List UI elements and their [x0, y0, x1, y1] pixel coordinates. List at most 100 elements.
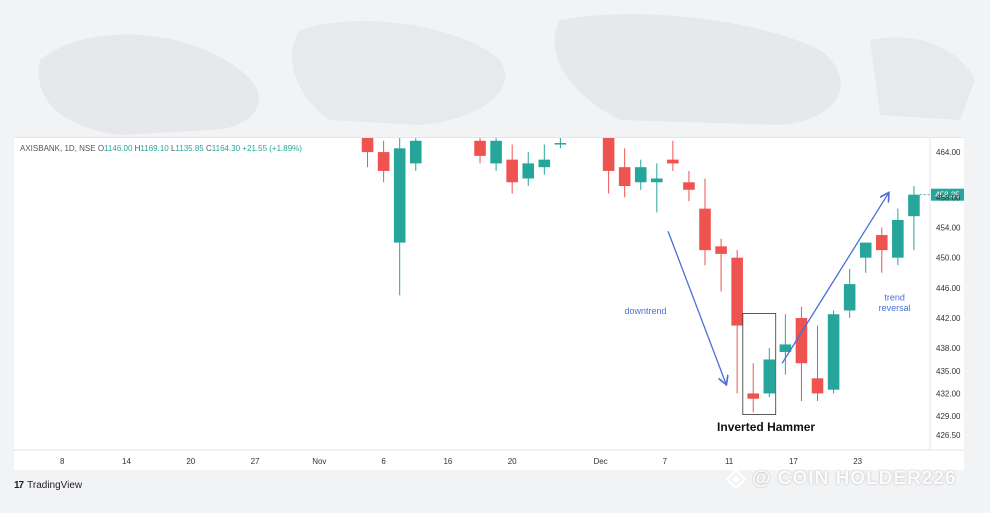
high-value: 1169.10: [140, 144, 169, 153]
last-price-label: 458.35: [935, 191, 960, 200]
tradingview-logo[interactable]: 17 TradingView: [14, 480, 82, 491]
candle-body: [490, 140, 502, 164]
down-candle: [361, 137, 374, 168]
x-tick-label: 23: [853, 457, 862, 466]
down-candle: [731, 250, 743, 394]
change-value: +21.55 (+1.89%): [242, 144, 302, 153]
up-candle: [763, 348, 776, 398]
candle-body: [843, 284, 856, 311]
down-candle: [683, 170, 695, 202]
down-candle: [715, 238, 727, 292]
ticker-symbol: AXISBANK, 1D, NSE: [20, 144, 96, 153]
up-candle: [843, 268, 856, 319]
candle-body: [409, 140, 422, 164]
ticker-legend: AXISBANK, 1D, NSE O1146.00 H1169.10 L113…: [20, 144, 302, 153]
x-tick-label: 8: [60, 457, 65, 466]
x-tick-label: 14: [122, 457, 131, 466]
up-candle: [409, 137, 422, 171]
watermark: @ COIN HOLDER226: [726, 468, 957, 490]
down-candle: [602, 137, 615, 194]
x-tick-label: 20: [508, 457, 517, 466]
candle-body: [747, 393, 760, 399]
up-candle: [490, 137, 502, 171]
up-candle: [538, 144, 551, 175]
high-label: H: [134, 144, 141, 153]
watermark-text: @ COIN HOLDER226: [752, 468, 957, 489]
chart-top-border: [14, 137, 964, 138]
y-tick-label: 450.00: [936, 254, 961, 263]
up-candle: [554, 137, 567, 149]
up-candle: [827, 310, 840, 394]
down-candle: [377, 140, 390, 183]
candle-body: [393, 148, 406, 243]
last-price-tag: [931, 188, 964, 201]
candle-body: [876, 235, 888, 251]
inverted-hammer-box: [742, 313, 777, 415]
downtrend-label: downtrend: [625, 306, 667, 316]
candle-body: [634, 167, 647, 183]
y-tick-label: 438.00: [936, 344, 961, 353]
up-candle: [634, 159, 647, 190]
candle-body: [908, 194, 920, 217]
tradingview-icon: 17: [14, 480, 24, 491]
up-candle: [892, 208, 904, 266]
up-candle: [522, 152, 535, 187]
candle-body: [602, 137, 615, 171]
down-candle: [474, 137, 486, 164]
up-candle: [908, 186, 920, 251]
x-tick-label: 16: [443, 457, 452, 466]
candle-body: [522, 163, 535, 179]
low-label: L: [170, 144, 176, 153]
candle-body: [377, 152, 390, 171]
y-tick-label: 435.00: [936, 367, 961, 376]
candle-body: [618, 167, 631, 187]
downtrend-arrow: [667, 231, 726, 383]
y-tick-label: 446.00: [936, 284, 961, 293]
candle-body: [538, 159, 551, 168]
y-tick-label: 442.00: [936, 314, 961, 323]
candle-body: [699, 208, 711, 251]
x-tick-label: 20: [186, 457, 195, 466]
down-candle: [811, 325, 824, 401]
candle-body: [474, 140, 486, 156]
x-tick-label: 6: [381, 457, 386, 466]
candle-body: [731, 257, 743, 326]
candle-body: [892, 219, 904, 258]
candle-body: [779, 344, 792, 352]
candle-body: [506, 159, 518, 183]
candle-body: [667, 159, 679, 164]
candle-body: [683, 182, 695, 190]
y-tick-label: 454.00: [936, 224, 961, 233]
down-candle: [747, 363, 760, 413]
trend-reversal-arrow: [781, 194, 888, 364]
open-value: 1146.00: [104, 144, 133, 153]
trend-reversal-label-line1: trend: [884, 293, 905, 303]
open-label: O: [97, 144, 105, 153]
candle-body: [651, 178, 663, 183]
y-tick-label: 432.00: [936, 389, 961, 398]
x-tick-label: 11: [725, 457, 734, 466]
down-candle: [667, 140, 679, 171]
down-candle: [618, 148, 631, 198]
tradingview-brand: TradingView: [27, 480, 83, 491]
up-candle: [779, 314, 792, 375]
down-candle: [876, 227, 888, 273]
x-tick-label: 7: [663, 457, 668, 466]
x-tick-label: Dec: [593, 457, 607, 466]
candle-body: [795, 318, 808, 364]
x-tick-label: Nov: [312, 457, 326, 466]
down-candle: [795, 306, 808, 401]
candle-body: [361, 137, 374, 153]
low-value: 1135.85: [175, 144, 204, 153]
up-candle: [859, 242, 872, 273]
down-candle: [506, 144, 518, 194]
chart-panel: 458.35 downtrend trend reversal Inverted Ham…: [14, 137, 964, 470]
down-candle: [699, 178, 711, 266]
candle-body: [763, 359, 776, 394]
candle-body: [827, 314, 840, 390]
up-candle: [651, 163, 663, 213]
close-label: C: [205, 144, 212, 153]
y-tick-label: 426.50: [936, 431, 961, 440]
close-value: 1164.30: [211, 144, 241, 153]
